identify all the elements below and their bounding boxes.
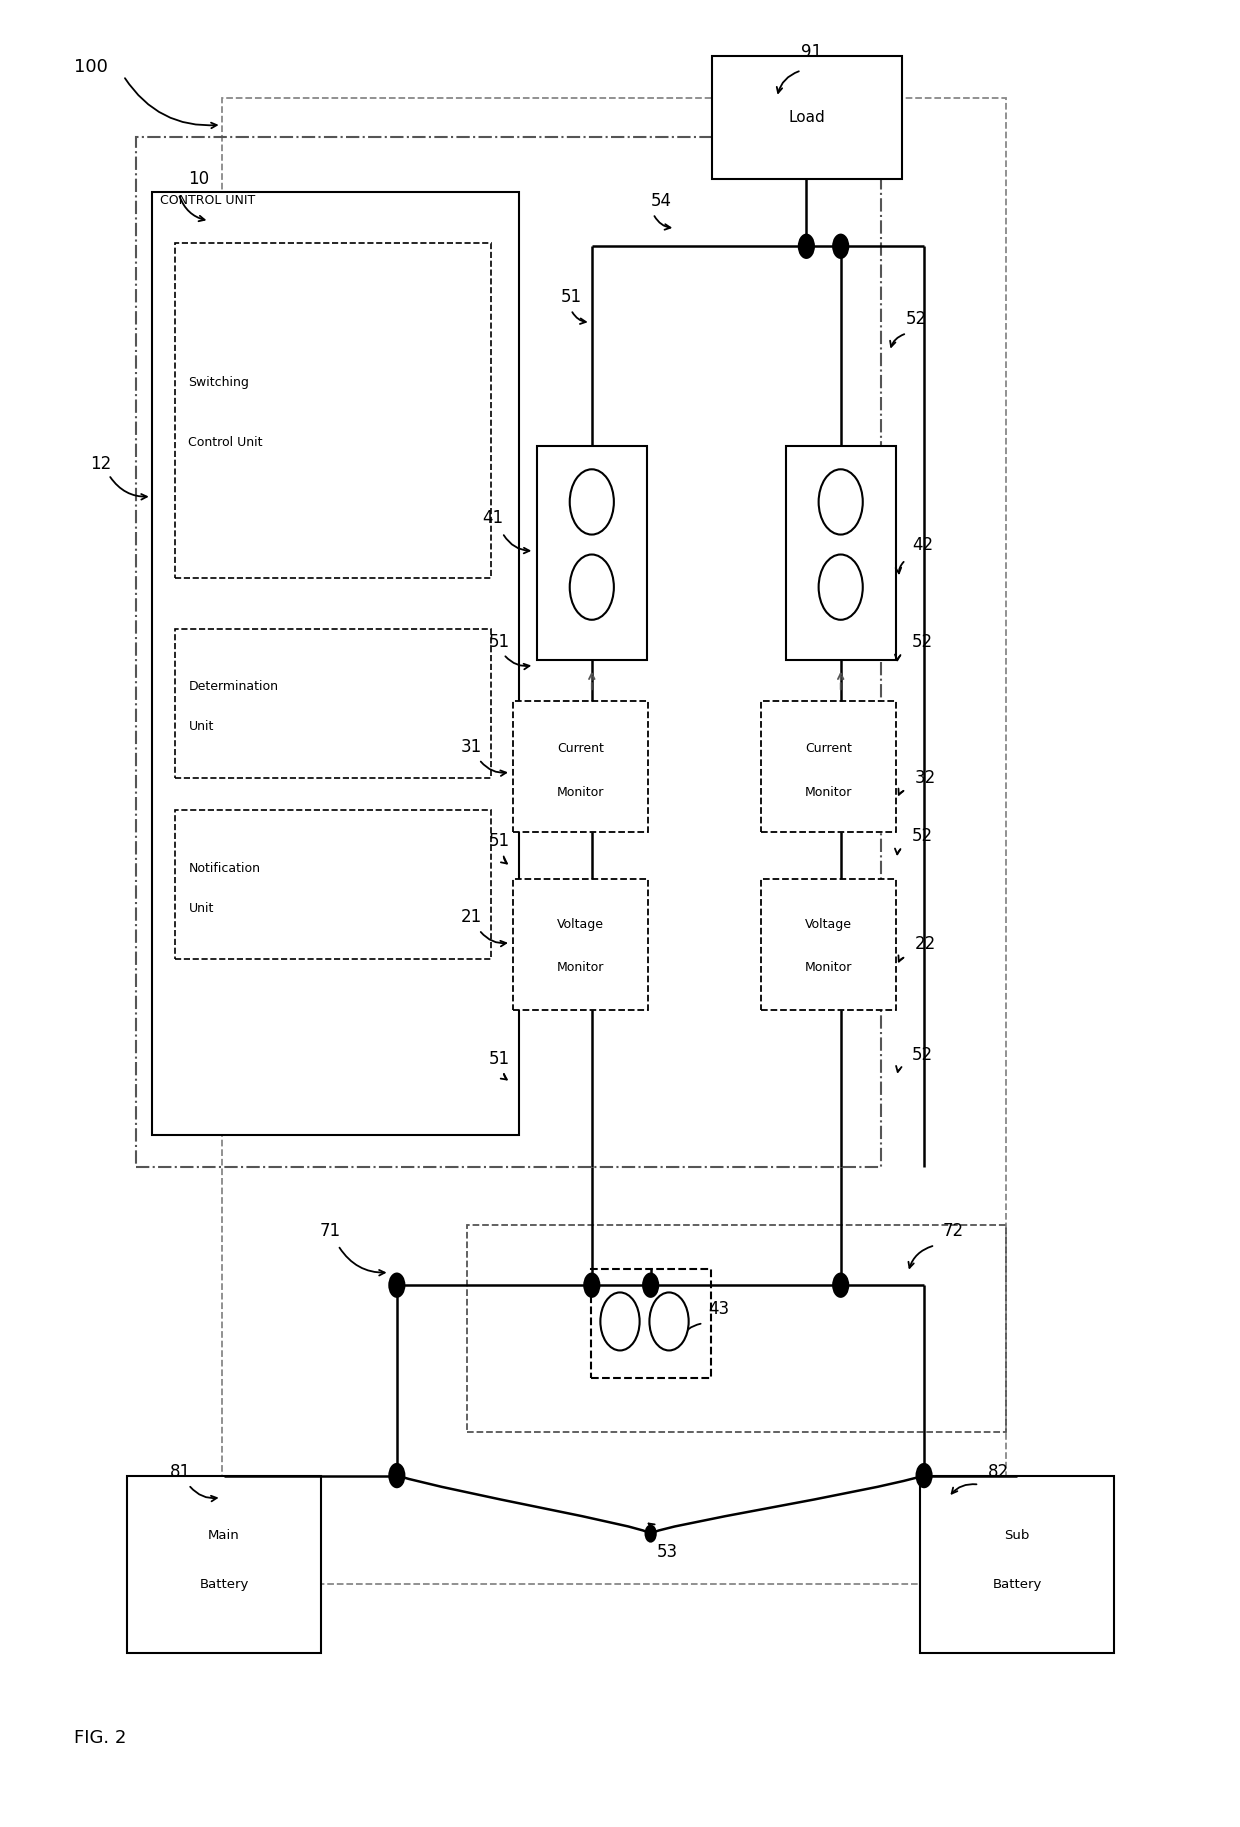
Text: Load: Load (789, 110, 826, 124)
Text: 52: 52 (905, 311, 926, 327)
Bar (135, 137, 882, 1167)
Text: 51: 51 (489, 632, 510, 650)
Text: Current: Current (557, 742, 604, 755)
Text: 12: 12 (91, 455, 112, 473)
Text: Unit: Unit (188, 901, 213, 915)
Text: 42: 42 (911, 537, 932, 554)
Circle shape (569, 555, 614, 619)
Text: 21: 21 (460, 908, 482, 926)
Text: 91: 91 (801, 44, 822, 62)
Circle shape (642, 1272, 660, 1297)
Text: 43: 43 (708, 1299, 729, 1317)
Text: Voltage: Voltage (557, 917, 604, 932)
Bar (128, 1476, 321, 1653)
Text: CONTROL UNIT: CONTROL UNIT (160, 194, 255, 208)
Text: 81: 81 (170, 1463, 191, 1482)
Circle shape (569, 470, 614, 535)
Circle shape (388, 1463, 405, 1489)
Bar (712, 57, 901, 179)
Circle shape (797, 234, 815, 259)
Bar (175, 809, 491, 959)
Bar (513, 879, 649, 1010)
Circle shape (600, 1292, 640, 1350)
Circle shape (832, 234, 849, 259)
Text: 31: 31 (460, 738, 482, 756)
Text: Determination: Determination (188, 680, 279, 694)
Text: Monitor: Monitor (805, 786, 852, 798)
Bar (175, 243, 491, 577)
Bar (590, 1270, 711, 1378)
Text: 10: 10 (188, 170, 210, 188)
Text: 41: 41 (482, 510, 503, 528)
Circle shape (388, 1272, 405, 1297)
Circle shape (818, 470, 863, 535)
Text: 22: 22 (914, 935, 935, 954)
Text: 52: 52 (911, 1045, 932, 1063)
Bar (785, 446, 895, 660)
Bar (513, 702, 649, 831)
Text: FIG. 2: FIG. 2 (74, 1730, 126, 1747)
Text: 71: 71 (320, 1222, 341, 1241)
Circle shape (645, 1524, 657, 1542)
Text: 53: 53 (657, 1542, 678, 1560)
Text: Switching: Switching (188, 376, 249, 389)
Text: 54: 54 (651, 192, 672, 210)
Bar (920, 1476, 1114, 1653)
Bar (175, 628, 491, 778)
Text: Battery: Battery (200, 1579, 249, 1591)
Text: 82: 82 (988, 1463, 1009, 1482)
Bar (466, 1226, 1006, 1432)
Text: 32: 32 (914, 769, 935, 786)
Text: Monitor: Monitor (557, 961, 604, 974)
Text: Voltage: Voltage (805, 917, 852, 932)
Circle shape (583, 1272, 600, 1297)
Text: Control Unit: Control Unit (188, 435, 263, 449)
Text: Monitor: Monitor (805, 961, 852, 974)
Bar (537, 446, 647, 660)
Text: Current: Current (805, 742, 852, 755)
Text: 52: 52 (911, 826, 932, 844)
Bar (222, 97, 1006, 1584)
Text: Monitor: Monitor (557, 786, 604, 798)
Circle shape (915, 1463, 932, 1489)
Text: 51: 51 (489, 1049, 510, 1067)
Text: Main: Main (208, 1529, 239, 1542)
Text: 72: 72 (942, 1222, 963, 1241)
Text: 100: 100 (74, 58, 108, 75)
Circle shape (818, 555, 863, 619)
Bar (761, 879, 895, 1010)
Text: Battery: Battery (992, 1579, 1042, 1591)
Bar (761, 702, 895, 831)
Text: Notification: Notification (188, 862, 260, 875)
Text: 51: 51 (489, 831, 510, 850)
Circle shape (832, 1272, 849, 1297)
Circle shape (650, 1292, 688, 1350)
Text: 51: 51 (562, 289, 583, 307)
Text: Unit: Unit (188, 720, 213, 733)
Text: 52: 52 (911, 632, 932, 650)
Bar (151, 192, 520, 1135)
Text: Sub: Sub (1004, 1529, 1030, 1542)
